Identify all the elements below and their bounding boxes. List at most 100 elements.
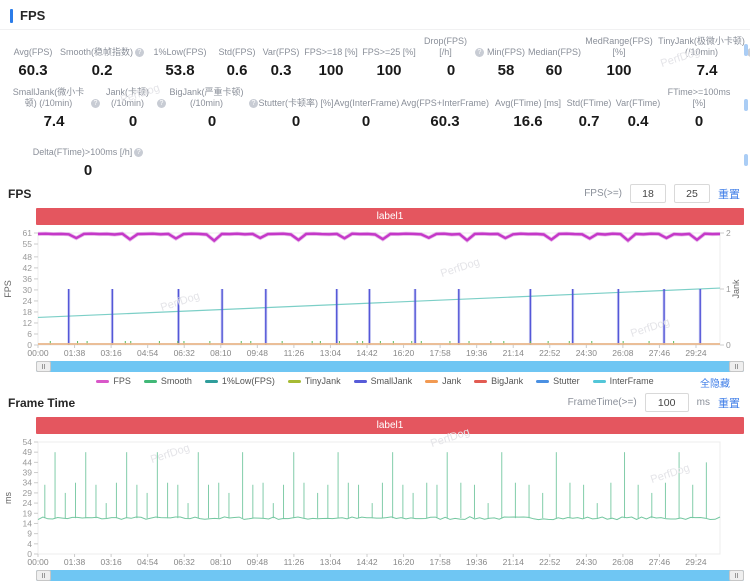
legend-item-stutter[interactable]: Stutter [536, 376, 580, 386]
svg-text:04:54: 04:54 [137, 348, 159, 358]
info-icon[interactable]: ? [249, 99, 258, 108]
info-icon[interactable]: ? [157, 99, 166, 108]
svg-text:24: 24 [23, 498, 33, 508]
metric-cell: Avg(FPS+InterFrame) 60.3 [398, 87, 492, 130]
svg-text:08:10: 08:10 [210, 557, 232, 567]
legend-item-bigjank[interactable]: BigJank [474, 376, 523, 386]
metric-cell: Avg(InterFrame) 0 [334, 87, 399, 130]
svg-text:21:14: 21:14 [503, 348, 525, 358]
metric-cell: Avg(FTime) [ms] 16.6 [492, 87, 564, 130]
metric-label: 1%Low(FPS) [153, 47, 207, 57]
frametime-chart-scrollbar[interactable] [36, 570, 744, 581]
svg-text:16:20: 16:20 [393, 557, 415, 567]
svg-text:14:42: 14:42 [356, 557, 378, 567]
scrollbar-left-handle[interactable] [36, 361, 51, 372]
frametime-legend: FTime全隐藏 [0, 581, 750, 586]
svg-text:Jank: Jank [731, 279, 741, 299]
metric-value: 16.6 [513, 113, 543, 130]
metric-value: 58 [497, 62, 515, 79]
legend-item-smooth[interactable]: Smooth [143, 376, 192, 386]
metric-cell: Std(FTime) 0.7 [564, 87, 614, 130]
metric-cell: Median(FPS) 60 [528, 36, 581, 79]
metric-value: 0 [83, 162, 93, 179]
fps-legend: FPS Smooth 1%Low(FPS) TinyJank SmallJank Jank… [0, 372, 750, 390]
scrollbar-left-handle[interactable] [36, 570, 51, 581]
svg-text:19:36: 19:36 [466, 348, 488, 358]
metric-value: 0 [207, 113, 217, 130]
legend-item-jank[interactable]: Jank [425, 376, 461, 386]
svg-text:0: 0 [726, 340, 731, 350]
legend-item-tinyjank[interactable]: TinyJank [287, 376, 341, 386]
frametime-chart-header: Frame Time FrameTime(>=) ms 重置 [0, 388, 750, 415]
svg-text:18: 18 [23, 307, 33, 317]
svg-text:9: 9 [27, 529, 32, 539]
frametime-threshold-label: FrameTime(>=) [567, 397, 637, 408]
svg-text:04:54: 04:54 [137, 557, 159, 567]
metric-cell: FTime>=100ms [%] 0 [662, 87, 736, 130]
metric-value: 60.3 [430, 113, 460, 130]
metric-label: MedRange(FPS)[%] [585, 36, 653, 57]
svg-text:01:38: 01:38 [64, 348, 86, 358]
metric-cell: BigJank(严重卡顿) (/10min)? 0 [166, 87, 258, 130]
fps-chart-section: FPS FPS(>=) 重置 label1 615548423630241812… [0, 179, 750, 390]
scrollbar-right-handle[interactable] [729, 570, 744, 581]
svg-text:22:52: 22:52 [539, 557, 561, 567]
metric-label: Avg(FPS+InterFrame) [400, 98, 490, 108]
metric-value: 0.4 [627, 113, 649, 130]
metric-cell: MedRange(FPS)[%] 100 [580, 36, 658, 79]
svg-text:FPS: FPS [3, 280, 13, 298]
fps-threshold-input-1[interactable] [630, 184, 666, 203]
info-icon[interactable]: ? [91, 99, 100, 108]
svg-text:29:24: 29:24 [685, 348, 707, 358]
svg-text:29:24: 29:24 [685, 557, 707, 567]
legend-item-fps[interactable]: FPS [96, 376, 131, 386]
svg-text:24: 24 [23, 296, 33, 306]
legend-color-dash [96, 379, 110, 383]
metric-value: 0.3 [270, 62, 292, 79]
scroll-indicator[interactable] [744, 99, 748, 111]
fps-threshold-input-2[interactable] [674, 184, 710, 203]
scroll-indicator[interactable] [744, 44, 748, 56]
fps-hide-all-link[interactable]: 全隐藏 [700, 379, 730, 390]
svg-text:00:00: 00:00 [27, 557, 49, 567]
scroll-indicator[interactable] [744, 154, 748, 166]
fps-chart-scrollbar[interactable] [36, 361, 744, 372]
metric-value: 60.3 [18, 62, 48, 79]
metric-label: Var(FTime) [615, 98, 661, 108]
svg-text:4: 4 [27, 539, 32, 549]
scrollbar-right-handle[interactable] [729, 361, 744, 372]
legend-color-dash [204, 379, 218, 383]
legend-color-dash [143, 379, 157, 383]
svg-text:09:48: 09:48 [247, 348, 269, 358]
svg-text:34: 34 [23, 478, 33, 488]
svg-text:55: 55 [23, 239, 33, 249]
legend-item-interframe[interactable]: InterFrame [592, 376, 654, 386]
metric-label: Std(FPS) [218, 47, 256, 57]
fps-label-banner: label1 [36, 208, 744, 225]
metric-cell: Avg(FPS) 60.3 [8, 36, 58, 79]
metric-label: Jank(卡顿) (/10min)? [100, 87, 166, 109]
frametime-reset-link[interactable]: 重置 [718, 397, 740, 410]
metric-value: 0 [291, 113, 301, 130]
legend-item-1-low-fps-[interactable]: 1%Low(FPS) [204, 376, 275, 386]
svg-text:17:58: 17:58 [429, 557, 451, 567]
metric-cell: Var(FPS) 0.3 [260, 36, 302, 79]
svg-text:27:46: 27:46 [649, 348, 671, 358]
info-icon[interactable]: ? [134, 148, 144, 157]
svg-text:14: 14 [23, 518, 33, 528]
frametime-threshold-input[interactable] [644, 393, 689, 412]
metric-value: 100 [606, 62, 632, 79]
legend-color-dash [425, 379, 439, 383]
metric-cell: 1%Low(FPS) 53.8 [146, 36, 214, 79]
svg-text:39: 39 [23, 468, 33, 478]
svg-text:14:42: 14:42 [356, 348, 378, 358]
info-icon[interactable]: ? [135, 48, 144, 57]
svg-text:22:52: 22:52 [539, 348, 561, 358]
legend-item-smalljank[interactable]: SmallJank [353, 376, 412, 386]
fps-reset-link[interactable]: 重置 [718, 188, 740, 201]
svg-text:27:46: 27:46 [649, 557, 671, 567]
info-icon[interactable]: ? [475, 48, 484, 57]
